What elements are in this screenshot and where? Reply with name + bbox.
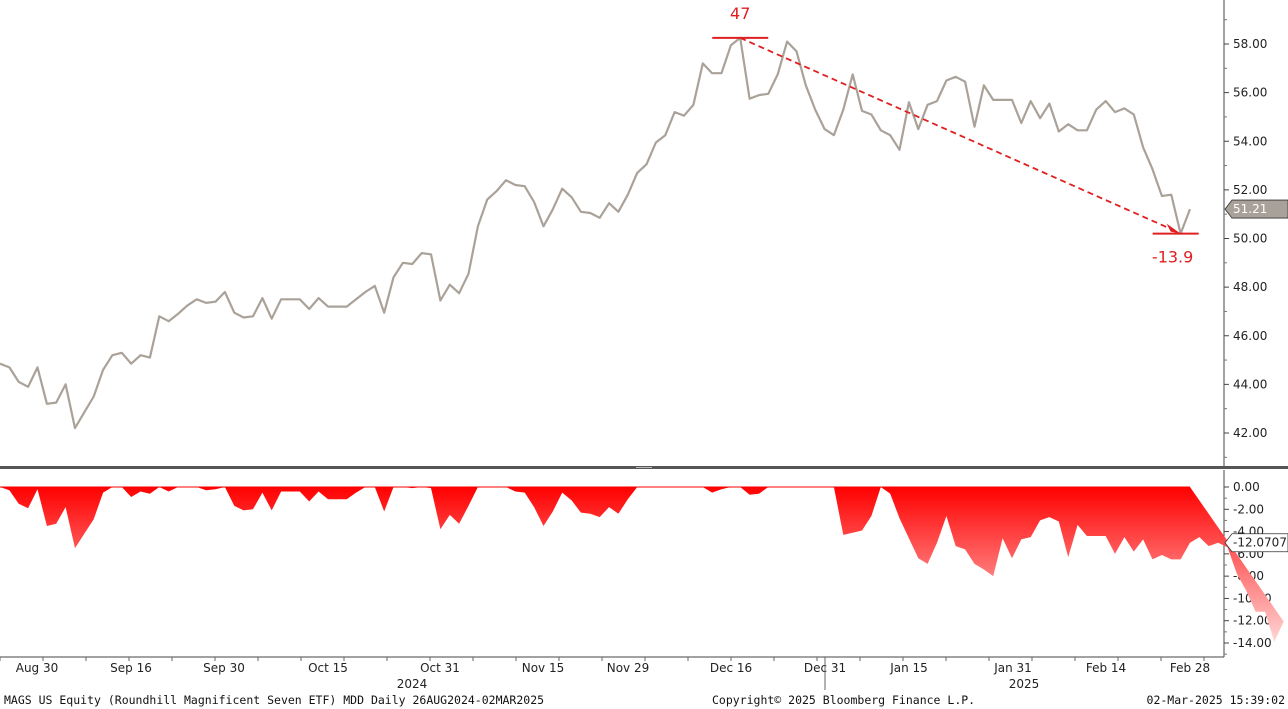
timestamp: 02-Mar-2025 15:39:02 [1146, 693, 1285, 707]
price-ytick-label: 46.00 [1233, 329, 1267, 343]
x-tick-label: Jan 31 [993, 661, 1032, 675]
drawdown-area [0, 487, 1284, 642]
last-drawdown-badge [1224, 533, 1288, 553]
x-axis: Aug 30 Sep 16 Sep 30 Oct 15 Oct 31 Nov 15 Nov … [0, 656, 1224, 691]
price-panel: 58.00 56.00 54.00 52.00 50.00 48.00 46.00 44.00… [0, 0, 1288, 466]
year-label-2024: 2024 [397, 677, 428, 691]
peak-label: 47 [730, 4, 750, 23]
x-tick-label: Dec 16 [710, 661, 752, 675]
x-tick-label: Feb 14 [1086, 661, 1126, 675]
price-ytick-label: 48.00 [1233, 280, 1267, 294]
x-tick-label: Aug 30 [16, 661, 59, 675]
x-tick-label: Oct 31 [420, 661, 460, 675]
drawdown-ytick-label: -2.00 [1233, 502, 1264, 516]
x-tick-label: Sep 16 [110, 661, 152, 675]
x-tick-label: Feb 28 [1170, 661, 1210, 675]
last-price-badge [1224, 199, 1288, 219]
last-price-label: 51.21 [1233, 202, 1267, 216]
trough-label: -13.9 [1152, 248, 1193, 267]
x-tick-label: Sep 30 [203, 661, 245, 675]
last-drawdown-label: -12.0707 [1233, 536, 1287, 550]
price-ytick-label: 50.00 [1233, 232, 1267, 246]
drawdown-ytick-label: -12.00 [1233, 614, 1272, 628]
x-tick-label: Nov 29 [607, 661, 650, 675]
x-tick-label: Jan 15 [889, 661, 928, 675]
security-description: MAGS US Equity (Roundhill Magnificent Se… [4, 693, 545, 707]
drawdown-ytick-label: -14.00 [1233, 636, 1272, 650]
price-ytick-label: 44.00 [1233, 377, 1267, 391]
x-tick-label: Oct 15 [308, 661, 348, 675]
year-label-2025: 2025 [1009, 677, 1040, 691]
price-ytick-label: 56.00 [1233, 86, 1267, 100]
price-ytick-label: 42.00 [1233, 426, 1267, 440]
price-series-line [0, 36, 1192, 430]
drawdown-arrow-line [739, 37, 1175, 232]
x-tick-label: Nov 15 [522, 661, 565, 675]
drawdown-arrow-head [1166, 223, 1181, 234]
drawdown-panel: 0.00-2.00-4.00-6.00-8.00-10.00-12.00-14.… [0, 470, 1288, 657]
copyright-notice: Copyright© 2025 Bloomberg Finance L.P. [712, 693, 976, 707]
price-ytick-label: 52.00 [1233, 183, 1267, 197]
price-ytick-label: 54.00 [1233, 134, 1267, 148]
price-ytick-label: 58.00 [1233, 37, 1267, 51]
drawdown-ytick-label: 0.00 [1233, 480, 1260, 494]
